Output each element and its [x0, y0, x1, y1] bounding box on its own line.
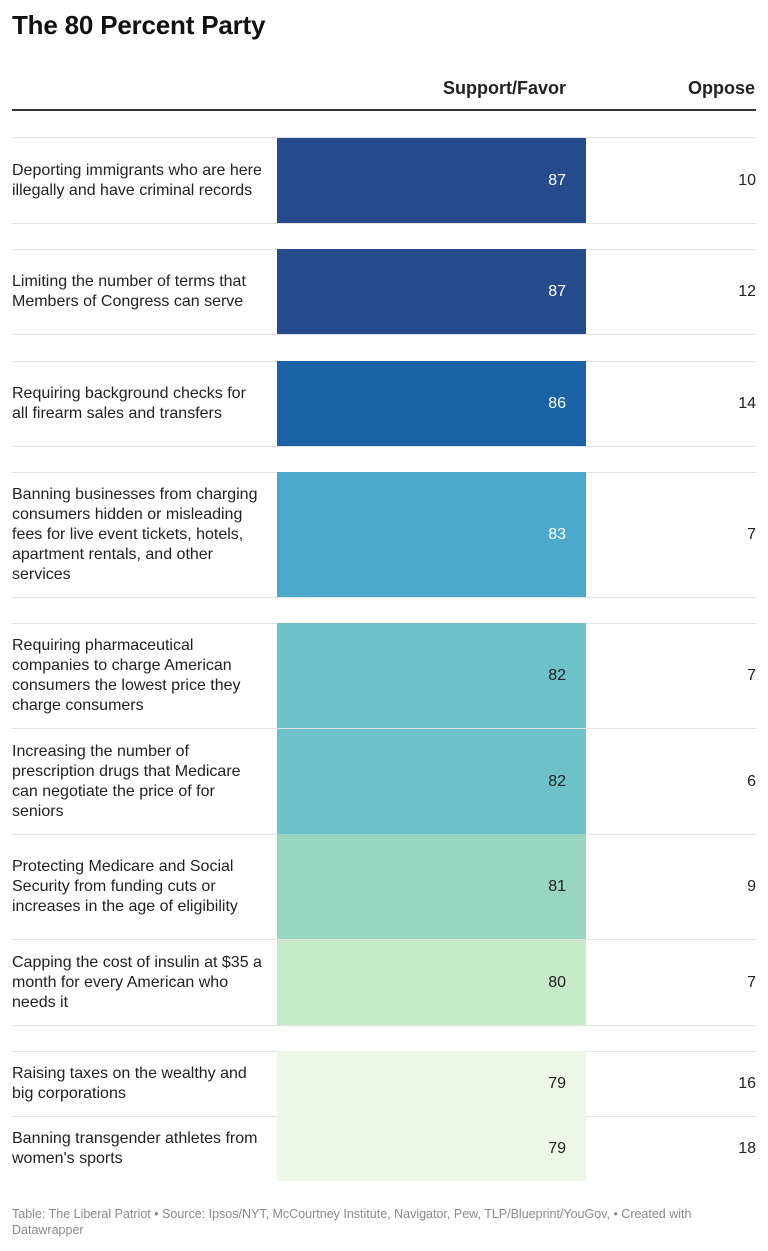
support-cell: 86	[277, 361, 586, 446]
support-value: 80	[548, 973, 566, 991]
chart-title: The 80 Percent Party	[12, 10, 266, 40]
support-value: 82	[548, 666, 566, 684]
column-header-oppose: Oppose	[687, 78, 755, 98]
support-cell: 87	[277, 138, 586, 223]
support-value: 79	[548, 1139, 566, 1157]
row-divider	[12, 597, 756, 598]
table-row: Requiring background checks for all fire…	[12, 361, 756, 446]
table-row: Raising taxes on the wealthy and big cor…	[12, 1051, 756, 1116]
support-cell: 87	[277, 249, 586, 334]
row-divider	[12, 939, 756, 940]
header-rule	[12, 109, 756, 111]
row-label: Protecting Medicare and Social Security …	[12, 857, 238, 915]
row-label: Raising taxes on the wealthy and big cor…	[12, 1064, 247, 1102]
row-divider	[12, 446, 756, 447]
column-header-support: Support/Favor	[442, 78, 566, 98]
row-divider	[12, 1025, 756, 1026]
row-label: Requiring pharmaceutical companies to ch…	[12, 636, 241, 714]
row-divider	[12, 334, 756, 335]
table-row: Deporting immigrants who are here illega…	[12, 138, 756, 223]
footer-credits: Table: The Liberal Patriot • Source: Ips…	[12, 1207, 692, 1237]
support-value: 79	[548, 1074, 566, 1092]
support-value: 81	[548, 877, 566, 895]
oppose-value: 16	[738, 1074, 756, 1092]
row-divider	[12, 137, 756, 138]
support-value: 87	[548, 171, 566, 189]
support-cell: 82	[277, 623, 586, 728]
support-value: 83	[548, 525, 566, 543]
oppose-value: 7	[747, 666, 756, 684]
support-value: 87	[548, 282, 566, 300]
oppose-value: 9	[747, 877, 756, 895]
oppose-value: 7	[747, 525, 756, 543]
support-value: 86	[548, 394, 566, 412]
row-label: Increasing the number of prescription dr…	[12, 742, 241, 820]
oppose-value: 14	[738, 394, 756, 412]
row-divider	[12, 223, 756, 224]
oppose-value: 10	[738, 171, 756, 189]
table-row: Capping the cost of insulin at $35 a mon…	[12, 940, 756, 1025]
support-cell: 80	[277, 940, 586, 1025]
oppose-value: 18	[738, 1139, 756, 1157]
row-label: Capping the cost of insulin at $35 a mon…	[12, 953, 262, 1011]
table-row: Increasing the number of prescription dr…	[12, 729, 756, 834]
support-cell: 83	[277, 472, 586, 597]
row-divider	[12, 728, 756, 729]
table-row: Banning businesses from charging consume…	[12, 472, 756, 597]
table-row: Protecting Medicare and Social Security …	[12, 834, 756, 939]
support-value: 82	[548, 772, 566, 790]
row-label: Deporting immigrants who are here illega…	[12, 161, 262, 199]
table-row: Banning transgender athletes from women'…	[12, 1116, 756, 1181]
table-body: Deporting immigrants who are here illega…	[12, 137, 756, 1181]
table-row: Requiring pharmaceutical companies to ch…	[12, 623, 756, 728]
row-label: Requiring background checks for all fire…	[12, 384, 246, 422]
oppose-value: 6	[747, 772, 756, 790]
oppose-value: 12	[738, 282, 756, 300]
row-label: Banning businesses from charging consume…	[12, 485, 258, 583]
support-cell: 82	[277, 729, 586, 834]
row-label: Limiting the number of terms that Member…	[12, 272, 246, 310]
row-label: Banning transgender athletes from women'…	[12, 1129, 258, 1167]
oppose-value: 7	[747, 973, 756, 991]
support-cell: 81	[277, 834, 586, 939]
table-row: Limiting the number of terms that Member…	[12, 249, 756, 334]
support-cell: 79	[277, 1051, 586, 1116]
support-cell: 79	[277, 1116, 586, 1181]
